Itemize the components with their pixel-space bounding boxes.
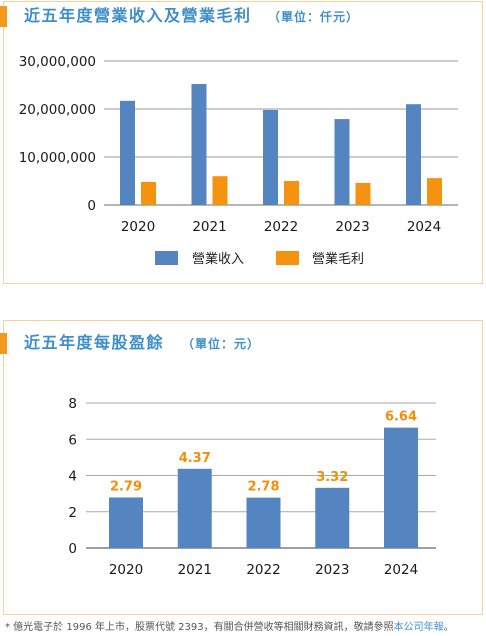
gross-profit-bar	[141, 181, 156, 205]
bars	[120, 84, 442, 205]
gross-profit-bar	[355, 182, 371, 205]
eps-bar	[109, 497, 143, 548]
axis-labels: 0 2 4 6 8 2.79 2020 4.37 2021 2.78 2022 3.32 2023 6.6…	[68, 396, 418, 578]
x-tick-label: 2020	[121, 219, 155, 235]
eps-chart: 0 2 4 6 8 2.79 2020 4.37 2021 2.78 2022 3.32 2023 6.6…	[68, 396, 436, 578]
axis-labels: 0 10,000,000 20,000,000 30,000,000 2020 2021 2…	[19, 54, 441, 235]
y-tick-label: 6	[68, 432, 77, 448]
y-tick-label: 0	[68, 541, 77, 557]
eps-bar	[315, 487, 350, 548]
x-tick-label: 2021	[192, 219, 226, 235]
eps-data-label: 3.32	[316, 470, 348, 485]
eps-data-label: 2.79	[110, 479, 142, 494]
y-tick-label: 0	[87, 198, 96, 214]
eps-section-frame	[3, 320, 483, 615]
revenue-bar	[334, 119, 350, 205]
x-tick-label: 2024	[384, 562, 418, 578]
revenue-bar	[406, 104, 421, 205]
x-tick-label: 2023	[335, 219, 369, 235]
legend-label-gross-profit: 營業毛利	[312, 251, 364, 267]
x-tick-label: 2024	[407, 219, 441, 235]
eps-data-label: 6.64	[385, 410, 417, 425]
revenue-chart-unit: （單位：仟元）	[268, 10, 360, 24]
eps-section-accent-bar	[0, 333, 7, 354]
annual-report-link[interactable]: 本公司年報	[393, 622, 444, 633]
legend-swatch-gross-profit	[276, 251, 299, 265]
footnote-text: * 億光電子於 1996 年上市，股票代號 2393，有關合併營收等相關財務資訊…	[5, 622, 394, 633]
revenue-bar	[120, 100, 135, 205]
footnote: * 億光電子於 1996 年上市，股票代號 2393，有關合併營收等相關財務資訊…	[5, 621, 454, 635]
y-tick-label: 2	[68, 505, 77, 521]
revenue-gross-profit-chart: 0 10,000,000 20,000,000 30,000,000 2020 2021 2…	[19, 54, 458, 267]
y-tick-label: 8	[68, 396, 77, 412]
y-tick-label: 20,000,000	[19, 102, 96, 118]
revenue-chart-title: 近五年度營業收入及營業毛利	[24, 6, 252, 25]
revenue-bar	[263, 109, 278, 205]
eps-bar	[177, 468, 212, 548]
gross-profit-bar	[284, 181, 299, 205]
legend-label-revenue: 營業收入	[192, 251, 244, 267]
footnote-end: 。	[443, 622, 454, 633]
revenue-section-accent-bar	[0, 6, 7, 27]
legend: 營業收入 營業毛利	[155, 251, 364, 267]
x-tick-label: 2022	[246, 562, 280, 578]
revenue-section-frame	[3, 1, 483, 284]
gross-profit-bar	[427, 178, 442, 205]
eps-data-label: 2.78	[247, 480, 279, 495]
x-tick-label: 2021	[178, 562, 212, 578]
eps-bar	[246, 497, 281, 548]
x-tick-label: 2022	[264, 219, 298, 235]
legend-swatch-revenue	[155, 251, 178, 265]
gridlines	[104, 60, 458, 206]
x-tick-label: 2020	[109, 562, 143, 578]
eps-chart-title: 近五年度每股盈餘	[24, 333, 165, 352]
y-tick-label: 4	[68, 469, 77, 485]
revenue-bar	[191, 84, 207, 205]
y-tick-label: 10,000,000	[19, 150, 96, 166]
y-tick-label: 30,000,000	[19, 54, 96, 70]
gross-profit-bar	[212, 176, 228, 205]
eps-chart-unit: （單位：元）	[182, 337, 261, 351]
x-tick-label: 2023	[315, 562, 349, 578]
eps-bar	[384, 427, 418, 548]
eps-data-label: 4.37	[179, 451, 211, 466]
bars	[109, 427, 418, 548]
